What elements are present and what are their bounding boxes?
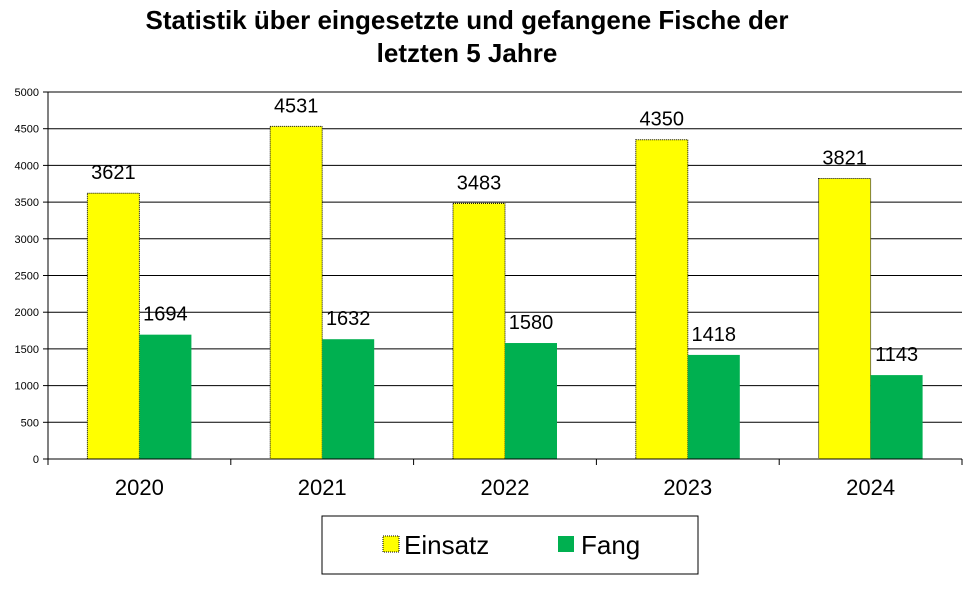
legend-swatch-einsatz (382, 535, 400, 553)
bar-einsatz (818, 178, 872, 460)
y-tick-label: 1500 (15, 344, 39, 356)
legend-label-fang: Fang (581, 530, 640, 560)
chart-title-line-2: letzten 5 Jahre (377, 38, 558, 68)
x-category-label: 2022 (481, 475, 530, 500)
bar-einsatz (452, 202, 506, 460)
data-label-fang: 1143 (875, 344, 918, 366)
bar-fang (870, 375, 923, 459)
legend-box (321, 515, 699, 575)
y-tick-label: 3000 (15, 234, 39, 246)
legend: Einsatz Fang (321, 515, 699, 575)
y-tick-label: 1000 (15, 381, 39, 393)
legend-label-einsatz: Einsatz (404, 530, 489, 560)
y-tick-label: 2000 (15, 307, 39, 319)
legend-swatch-fang (558, 536, 574, 552)
bar-fang (505, 343, 557, 459)
y-tick-label: 2500 (15, 271, 39, 283)
y-tick-label: 3500 (15, 197, 39, 209)
bar-einsatz (269, 125, 323, 460)
data-label-einsatz: 3821 (822, 148, 867, 170)
y-tick-label: 500 (21, 417, 39, 429)
y-axis: 0 500 1000 1500 2000 2500 3000 3500 4000 4500 5000 (15, 87, 49, 466)
x-category-label: 2021 (298, 475, 347, 500)
y-tick-label: 5000 (15, 87, 39, 99)
data-label-fang: 1632 (326, 308, 371, 330)
data-label-einsatz: 3621 (91, 162, 136, 184)
x-axis: 2020 2021 2022 2023 2024 (47, 458, 963, 500)
y-tick-label: 4000 (15, 160, 39, 172)
chart-title-line-1: Statistik über eingesetzte und gefangene… (146, 5, 789, 35)
bar-fang (139, 334, 192, 459)
data-label-einsatz: 3483 (457, 172, 502, 194)
y-tick-label: 0 (33, 454, 39, 466)
data-label-fang: 1580 (509, 312, 554, 334)
bar-fang (322, 339, 375, 459)
data-label-fang: 1418 (692, 324, 737, 346)
x-category-label: 2024 (846, 475, 895, 500)
data-label-einsatz: 4531 (274, 95, 319, 117)
x-category-label: 2023 (663, 475, 712, 500)
bar-einsatz (86, 192, 140, 460)
y-tick-label: 4500 (15, 124, 39, 136)
bars: 3621 1694 4531 1632 3483 1580 4350 1418 3821 1143 (86, 95, 923, 460)
data-label-einsatz: 4350 (640, 109, 685, 131)
data-label-fang: 1694 (143, 304, 188, 326)
bar-fang (687, 354, 740, 459)
bar-einsatz (635, 139, 689, 460)
x-category-label: 2020 (115, 475, 164, 500)
